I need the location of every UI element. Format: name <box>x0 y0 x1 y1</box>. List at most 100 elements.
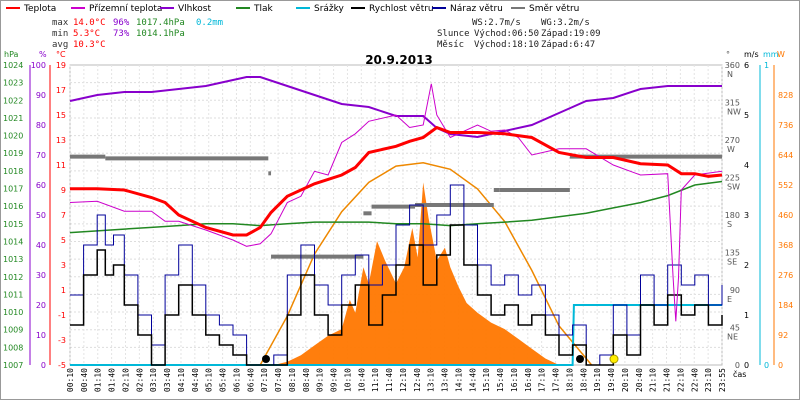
header-w: W <box>777 50 785 59</box>
header-hpa: hPa <box>4 50 19 59</box>
tick-pct-3: 70 <box>36 151 46 160</box>
tick-hpa-6: 1018 <box>3 167 23 176</box>
sun-set: Západ:19:09 <box>541 29 601 39</box>
tick-time-40: 20:10 <box>621 368 630 392</box>
tick-pct-2: 80 <box>36 121 46 130</box>
tick-time-0: 00:10 <box>66 368 75 392</box>
stats-max-temp: 14.0°C <box>73 18 106 28</box>
markers <box>262 354 619 364</box>
series-line-rychlost-vetru <box>70 224 723 366</box>
tick-hpa-8: 1016 <box>3 202 23 211</box>
tick-hpa-13: 1011 <box>3 290 23 299</box>
tick-time-6: 03:10 <box>149 368 158 392</box>
tick-time-28: 14:10 <box>454 368 463 392</box>
chart-title: 20.9.2013 <box>365 53 433 67</box>
legend-label-2: Vlhkost <box>178 4 211 14</box>
tick-degc-9: 1 <box>61 286 66 295</box>
tick-deg-4: 180 <box>725 211 740 220</box>
tick-time-18: 09:10 <box>316 368 325 392</box>
header-mm: mm <box>763 50 779 59</box>
wind-gust-info: WG:3.2m/s <box>541 18 590 28</box>
legend-label-7: Směr větru <box>529 4 579 14</box>
tick-time-33: 16:40 <box>524 368 533 392</box>
tick-time-23: 11:40 <box>385 368 394 392</box>
tick-hpa-4: 1020 <box>3 132 23 141</box>
tick-mm-0: 1 <box>764 61 769 70</box>
tick-w-6: 276 <box>778 271 793 280</box>
tick-pct-5: 50 <box>36 211 46 220</box>
tick-hpa-15: 1009 <box>3 326 23 335</box>
tick-time-34: 17:10 <box>538 368 547 392</box>
moon-rise: Východ:18:10 <box>474 40 539 50</box>
tick-dir-7: NE <box>727 333 738 342</box>
tick-time-36: 18:10 <box>565 368 574 392</box>
tick-w-2: 644 <box>778 151 793 160</box>
sun-rise: Východ:06:50 <box>474 29 539 39</box>
tick-time-47: 23:55 <box>718 368 727 392</box>
tick-pct-6: 40 <box>36 241 46 250</box>
tick-time-20: 10:10 <box>343 368 352 392</box>
moon-set: Západ:6:47 <box>541 40 595 50</box>
tick-time-15: 07:40 <box>274 368 283 392</box>
tick-degc-11: -3 <box>58 336 66 345</box>
tick-time-2: 01:10 <box>94 368 103 392</box>
sunrise-marker <box>262 355 270 363</box>
stats-block: max 14.0°C 96% 1017.4hPa 0.2mm min 5.3°C… <box>52 18 223 50</box>
tick-time-9: 04:40 <box>191 368 200 392</box>
tick-time-31: 15:40 <box>496 368 505 392</box>
tick-hpa-1: 1023 <box>3 79 23 88</box>
stats-min-press: 1014.1hPa <box>136 29 185 39</box>
tick-time-19: 09:40 <box>330 368 339 392</box>
tick-time-38: 19:10 <box>593 368 602 392</box>
tick-w-8: 92 <box>778 331 788 340</box>
tick-degc-2: 15 <box>56 111 66 120</box>
tick-time-37: 18:40 <box>579 368 588 392</box>
tick-hpa-16: 1008 <box>3 343 23 352</box>
legend-label-1: Přízemní teplota <box>89 4 162 14</box>
tick-time-13: 06:40 <box>246 368 255 392</box>
tick-time-39: 19:40 <box>607 368 616 392</box>
tick-degc-12: -5 <box>58 361 66 370</box>
tick-time-43: 21:40 <box>663 368 672 392</box>
tick-ms-5: 1 <box>744 311 749 320</box>
tick-degc-10: -1 <box>58 311 66 320</box>
tick-time-30: 15:10 <box>482 368 491 392</box>
tick-ms-2: 4 <box>744 161 749 170</box>
tick-ms-1: 5 <box>744 111 749 120</box>
stats-max-press: 1017.4hPa <box>136 18 185 28</box>
tick-hpa-5: 1019 <box>3 149 23 158</box>
legend: Teplota Přízemní teplota Vlhkost Tlak Srážky… <box>6 4 579 14</box>
tick-hpa-3: 1021 <box>3 114 23 123</box>
tick-w-0: 828 <box>778 91 793 100</box>
tick-hpa-14: 1010 <box>3 308 23 317</box>
tick-pct-9: 10 <box>36 331 46 340</box>
solar-radiation-area <box>70 182 722 365</box>
tick-time-25: 12:40 <box>413 368 422 392</box>
series-line-prizemni-teplota <box>69 83 723 322</box>
header-deg: ° <box>726 50 730 59</box>
tick-time-21: 10:40 <box>357 368 366 392</box>
tick-time-16: 08:10 <box>288 368 297 392</box>
tick-hpa-0: 1024 <box>3 61 23 70</box>
tick-time-42: 21:10 <box>649 368 658 392</box>
header-ms: m/s <box>744 50 759 59</box>
plot-area <box>69 76 723 366</box>
tick-degc-1: 17 <box>56 86 66 95</box>
tick-time-22: 11:10 <box>371 368 380 392</box>
stats-min-hum: 73% <box>113 29 130 39</box>
tick-degc-0: 19 <box>56 61 66 70</box>
tick-deg-2: 270 <box>725 136 740 145</box>
tick-ms-3: 3 <box>744 211 749 220</box>
tick-time-41: 20:40 <box>635 368 644 392</box>
tick-w-9: 0 <box>778 361 783 370</box>
tick-pct-4: 60 <box>36 181 46 190</box>
sun-moon-block: WS:2.7m/s WG:3.2m/s Slunce Východ:06:50 … <box>437 18 601 50</box>
tick-ms-0: 6 <box>744 61 749 70</box>
tick-deg-8: 0 <box>735 361 740 370</box>
tick-time-24: 12:10 <box>399 368 408 392</box>
tick-time-10: 05:10 <box>205 368 214 392</box>
axes: 1024102310221021102010191018101710161015… <box>3 61 793 370</box>
tick-degc-7: 5 <box>61 236 66 245</box>
stats-min-label: min <box>52 29 68 39</box>
tick-pct-7: 30 <box>36 271 46 280</box>
